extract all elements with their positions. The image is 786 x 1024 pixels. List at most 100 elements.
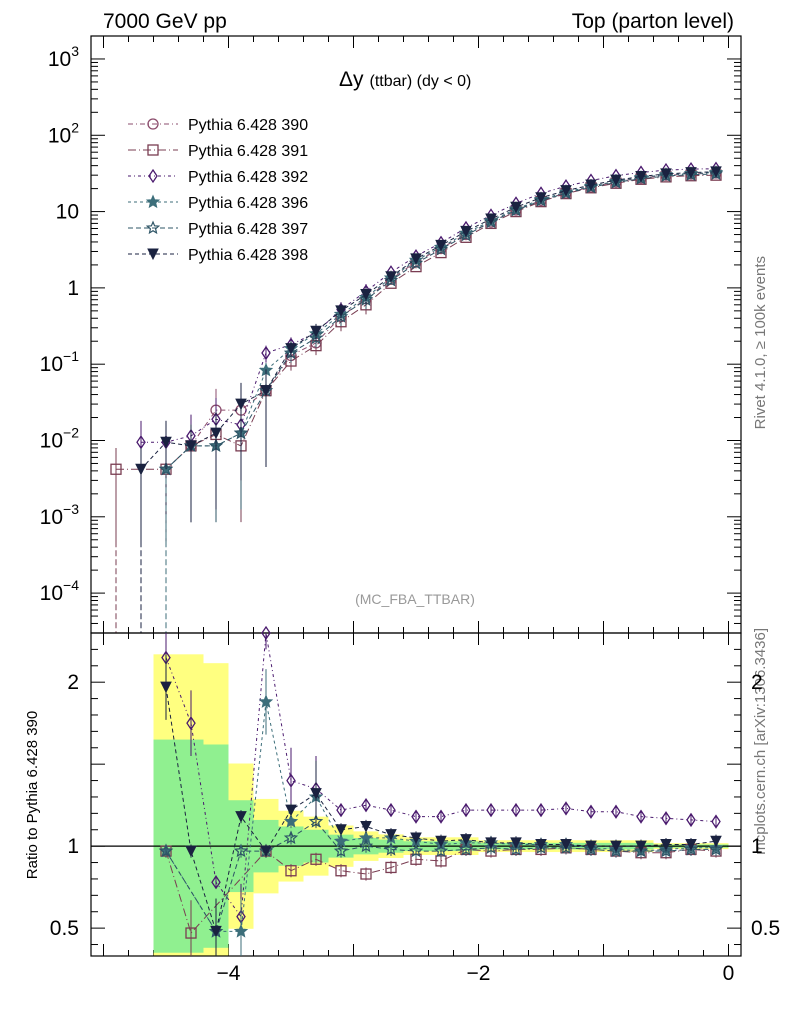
x-tick-label: −4 <box>217 962 241 985</box>
marker-square <box>385 861 397 874</box>
marker-star <box>608 843 624 858</box>
marker-triangle <box>560 185 572 197</box>
marker-diamond <box>261 345 271 361</box>
marker-circle <box>147 118 159 130</box>
marker-triangle <box>610 840 622 853</box>
series-line <box>165 173 717 470</box>
marker-star <box>333 843 349 858</box>
marker-triangle <box>560 839 572 851</box>
marker-diamond <box>636 809 646 824</box>
marker-triangle <box>335 305 347 317</box>
marker-triangle <box>710 166 722 178</box>
marker-triangle <box>160 436 172 449</box>
y-tick-label: 103 <box>48 43 79 71</box>
marker-star <box>458 227 474 242</box>
marker-triangle <box>660 168 672 180</box>
marker-triangle <box>335 824 347 836</box>
legend-label: Pythia 6.428 390 <box>188 117 308 134</box>
marker-triangle <box>535 192 547 204</box>
plot-title: Δy (ttbar) (dy < 0) <box>339 68 471 91</box>
marker-star <box>433 241 449 256</box>
marker-triangle <box>310 788 322 800</box>
marker-diamond <box>686 812 696 828</box>
marker-diamond <box>361 797 371 813</box>
series-line <box>140 171 717 470</box>
marker-diamond <box>536 802 546 818</box>
series-line <box>165 172 717 470</box>
marker-square <box>185 927 197 939</box>
marker-triangle <box>185 845 197 858</box>
marker-star <box>145 220 161 235</box>
x-tick-label: 0 <box>723 962 735 985</box>
ratio-axis-label: Ratio to Pythia 6.428 390 <box>24 711 41 879</box>
marker-diamond <box>386 802 396 818</box>
marker-diamond <box>211 875 221 890</box>
y-tick-label: 10−3 <box>40 501 80 529</box>
marker-diamond <box>186 716 196 731</box>
marker-star <box>508 841 524 856</box>
y-tick-label: 102 <box>48 119 79 147</box>
marker-triangle <box>535 839 547 851</box>
marker-star <box>433 843 449 858</box>
marker-diamond <box>461 802 471 818</box>
marker-triangle <box>485 837 497 849</box>
marker-star <box>158 843 174 858</box>
marker-triangle <box>385 271 397 283</box>
marker-triangle <box>210 427 222 440</box>
marker-star <box>283 814 299 828</box>
ratio-frame <box>90 632 742 957</box>
marker-triangle <box>210 925 222 938</box>
marker-triangle <box>410 253 422 265</box>
marker-star <box>658 843 674 858</box>
marker-diamond <box>261 625 271 641</box>
marker-diamond <box>711 814 721 829</box>
ratio-tick-label: 2 <box>67 671 79 694</box>
ratio-plot: −4 −2 0 0.5 0.5 1 1 2 2 <box>50 625 780 985</box>
marker-diamond <box>148 168 158 184</box>
marker-triangle <box>510 837 522 849</box>
marker-triangle <box>585 840 597 853</box>
marker-triangle <box>710 835 722 848</box>
marker-diamond <box>511 802 521 818</box>
marker-triangle <box>485 213 497 226</box>
ratio-series-line <box>165 820 716 933</box>
series-line <box>190 172 717 447</box>
marker-triangle <box>285 343 297 355</box>
ratio-series-line <box>165 701 716 932</box>
marker-star <box>358 838 374 853</box>
marker-star <box>233 843 249 858</box>
source-label: mcplots.cern.ch [arXiv:1306.3436] <box>752 628 769 855</box>
marker-triangle <box>635 840 647 853</box>
marker-star <box>145 194 161 209</box>
analysis-watermark: (MC_FBA_TTBAR) <box>355 591 475 607</box>
marker-star <box>708 841 724 856</box>
legend-label: Pythia 6.428 391 <box>188 143 308 160</box>
marker-star <box>383 272 399 287</box>
marker-star <box>383 841 399 856</box>
ratio-tick-label-right: 2 <box>751 671 763 694</box>
ratio-tick-label-right: 0.5 <box>751 917 780 940</box>
x-tick-label: −2 <box>467 962 491 985</box>
ratio-tick-label: 1 <box>67 835 79 858</box>
marker-square <box>310 853 322 865</box>
main-plot: 10−4 10−3 10−2 10−1 1 10 102 103 <box>40 35 742 956</box>
y-tick-label: 10 <box>56 201 79 224</box>
marker-triangle <box>660 839 672 851</box>
marker-triangle <box>160 681 172 694</box>
marker-triangle <box>360 288 372 301</box>
marker-triangle <box>410 832 422 845</box>
marker-diamond <box>561 801 571 816</box>
marker-triangle <box>435 239 447 252</box>
marker-diamond <box>336 802 346 818</box>
legend-label: Pythia 6.428 392 <box>188 169 308 186</box>
series-line <box>141 168 717 443</box>
marker-square <box>147 144 159 156</box>
legend: Pythia 6.428 390 Pythia 6.428 391 Pythia 6… <box>128 117 308 264</box>
marker-star <box>408 843 424 858</box>
marker-triangle <box>585 179 597 192</box>
marker-triangle <box>310 325 322 338</box>
marker-triangle <box>685 167 697 179</box>
marker-triangle <box>385 829 397 841</box>
marker-diamond <box>286 773 296 788</box>
marker-triangle <box>260 845 272 858</box>
